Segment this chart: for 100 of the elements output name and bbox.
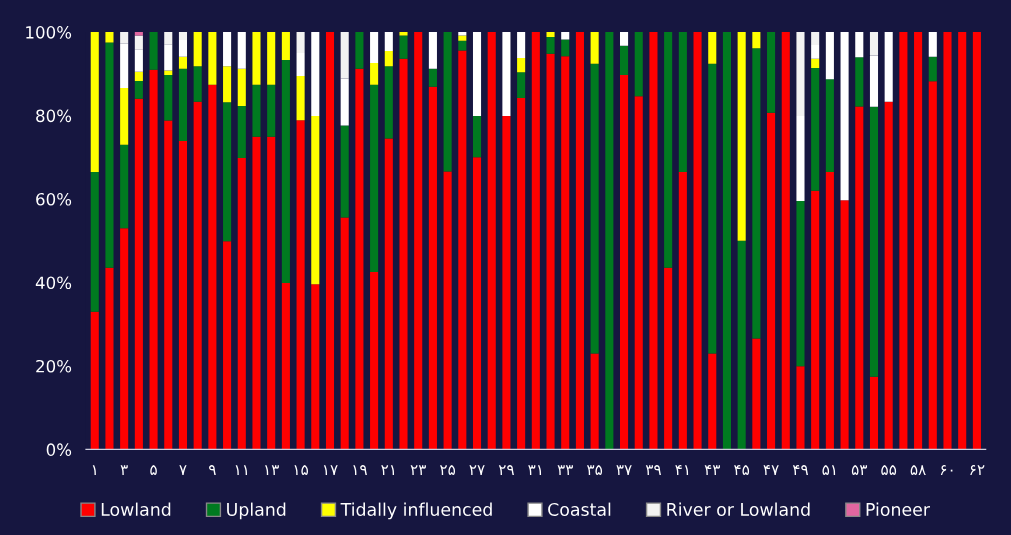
legend-label: River or Lowland <box>667 502 810 517</box>
bar <box>472 32 482 116</box>
x-tick-label: ۵۳ <box>851 465 868 475</box>
bar <box>590 32 599 64</box>
bar <box>678 171 687 450</box>
bar <box>90 311 99 450</box>
bar <box>634 32 643 97</box>
bar <box>178 56 188 69</box>
bar <box>722 32 732 450</box>
bar <box>620 32 629 46</box>
x-tick-label: ۳ <box>120 465 128 475</box>
bar <box>252 32 261 85</box>
bar <box>928 32 937 57</box>
bar <box>237 105 246 159</box>
bar <box>664 267 673 450</box>
bar <box>120 32 129 44</box>
x-tick-label: ۷ <box>179 465 187 475</box>
x-tick-label: ۵۵ <box>881 465 897 475</box>
bar <box>384 138 393 450</box>
bar <box>281 32 290 61</box>
x-tick-label: ۲۷ <box>469 465 485 475</box>
bar <box>178 32 188 41</box>
bar <box>855 57 864 107</box>
y-tick-label: 60% <box>36 192 72 206</box>
bar <box>120 43 129 89</box>
bar <box>928 81 937 450</box>
bar <box>678 32 687 172</box>
bar <box>149 32 158 70</box>
bar <box>370 62 379 85</box>
bar <box>825 79 834 172</box>
bar <box>575 32 584 450</box>
bar <box>252 136 261 450</box>
bar <box>193 66 202 102</box>
bar <box>517 32 526 58</box>
bar <box>370 32 379 63</box>
bar <box>370 84 379 273</box>
bar <box>223 102 232 242</box>
bar <box>267 136 276 450</box>
bar <box>869 32 879 56</box>
x-tick-label: ۴۷ <box>763 465 779 475</box>
bar <box>693 32 702 450</box>
bar <box>223 32 232 67</box>
bar <box>355 68 364 450</box>
bar <box>869 376 879 450</box>
bar <box>781 32 790 450</box>
bar <box>472 115 482 158</box>
legend-label: Lowland <box>101 502 171 517</box>
x-tick-label: ۵ <box>150 465 157 475</box>
bar <box>472 157 482 450</box>
bar <box>208 32 217 85</box>
x-tick-label: ۱۱ <box>235 465 247 475</box>
bar <box>134 80 143 99</box>
bar <box>811 32 820 46</box>
bar <box>811 67 820 191</box>
bar <box>502 32 511 116</box>
bar <box>193 101 202 450</box>
bar <box>311 32 320 116</box>
bar <box>267 84 276 137</box>
bar <box>943 32 952 450</box>
bar <box>664 32 673 268</box>
x-tick-label: ۱۷ <box>323 465 338 475</box>
bar <box>884 101 893 450</box>
bar <box>237 32 246 69</box>
bar <box>399 35 408 59</box>
bar <box>620 45 629 76</box>
bar <box>296 120 305 450</box>
bar <box>546 37 555 54</box>
bar <box>517 57 526 73</box>
bar <box>311 284 320 450</box>
bar <box>605 32 614 450</box>
bar <box>105 32 114 43</box>
bar <box>164 44 173 71</box>
bar <box>384 66 393 139</box>
x-tick-label: ۶۰ <box>940 465 953 475</box>
bar <box>458 35 467 41</box>
bar <box>120 144 129 229</box>
bar <box>825 32 834 80</box>
bar <box>370 272 379 450</box>
legend-label: Upland <box>227 502 286 520</box>
bar <box>517 98 526 450</box>
bar <box>428 68 437 87</box>
bar <box>546 53 555 450</box>
bar <box>855 32 864 58</box>
bar <box>811 45 820 59</box>
bar <box>105 267 114 450</box>
x-tick-label: ۳۱ <box>528 465 542 475</box>
bar <box>281 60 290 283</box>
bar <box>134 71 143 81</box>
bar <box>458 50 467 450</box>
bar <box>517 72 526 99</box>
x-tick-label: ۲۵ <box>440 465 456 475</box>
bar <box>561 32 570 40</box>
bar <box>796 366 805 450</box>
bar <box>914 32 923 450</box>
bar <box>752 32 761 49</box>
bar <box>90 32 99 172</box>
bar <box>384 32 393 51</box>
x-tick-label: ۴۳ <box>704 465 721 475</box>
bar <box>752 48 761 339</box>
bar <box>869 55 879 107</box>
